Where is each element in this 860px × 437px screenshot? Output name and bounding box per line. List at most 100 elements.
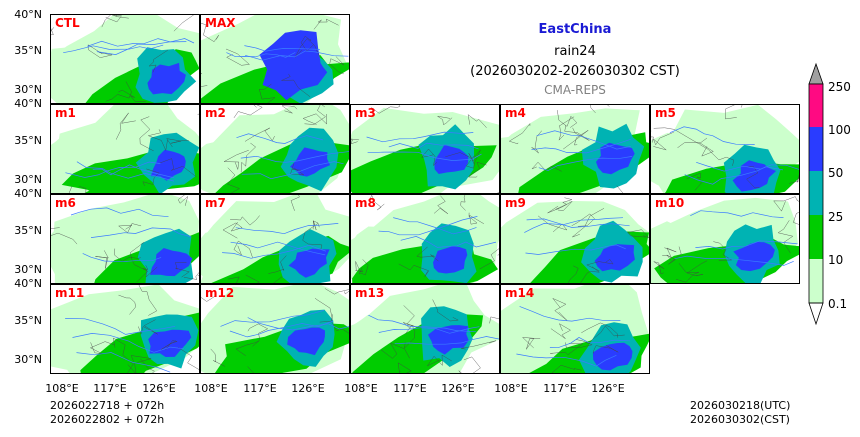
province-boundary	[324, 288, 349, 295]
rain-area	[259, 30, 322, 101]
province-boundary	[558, 116, 575, 141]
panel-label: m6	[55, 196, 76, 210]
panel-label: m13	[355, 286, 385, 300]
rain-area	[150, 248, 193, 277]
map-panel-m9: m9	[500, 194, 650, 284]
province-boundary	[468, 212, 485, 225]
river-line	[368, 314, 477, 333]
river-line	[244, 45, 320, 52]
province-boundary	[479, 248, 499, 270]
panel-label: m7	[205, 196, 226, 210]
province-boundary	[147, 129, 168, 151]
river-line	[235, 223, 339, 235]
province-boundary	[304, 105, 326, 125]
province-boundary	[114, 248, 141, 262]
province-boundary	[314, 298, 333, 323]
river-line	[526, 218, 630, 228]
precip-field	[51, 195, 199, 283]
province-boundary	[148, 49, 169, 73]
panel-label: m4	[505, 106, 526, 120]
panel-label: m10	[655, 196, 685, 210]
province-boundary	[522, 337, 541, 350]
province-boundary	[235, 340, 260, 356]
rain-area	[223, 346, 308, 373]
rain-area	[287, 327, 325, 356]
rain-area	[84, 174, 167, 193]
rain-area	[148, 329, 192, 357]
province-boundary	[571, 213, 595, 227]
province-boundary	[551, 364, 582, 373]
river-line	[536, 130, 631, 150]
province-boundary	[460, 195, 466, 211]
province-boundary	[557, 110, 578, 128]
river-line	[394, 336, 499, 345]
river-line	[70, 207, 169, 218]
map-panel-m4: m4	[500, 104, 650, 194]
river-line	[245, 50, 349, 61]
river-line	[538, 156, 633, 171]
province-boundary	[68, 186, 73, 193]
rain-area	[434, 145, 469, 174]
province-boundary	[142, 168, 160, 186]
province-boundary	[461, 340, 497, 350]
river-line	[690, 210, 784, 218]
valid-period: (2026030202-2026030302 CST)	[470, 64, 680, 79]
river-line	[87, 38, 187, 47]
panel-label: m5	[655, 106, 676, 120]
rain-area	[150, 149, 186, 181]
province-boundary	[178, 195, 189, 206]
river-line	[388, 142, 479, 150]
map-panel-m13: m13	[350, 284, 500, 374]
panel-label: m3	[355, 106, 376, 120]
river-line	[367, 151, 482, 161]
province-boundary	[223, 150, 249, 170]
province-boundary	[547, 201, 573, 214]
province-boundary	[351, 138, 360, 145]
map-panel-m2: m2	[200, 104, 350, 194]
province-boundary	[183, 272, 199, 280]
province-boundary	[127, 358, 155, 373]
province-boundary	[686, 260, 708, 277]
province-boundary	[458, 356, 481, 373]
valid-time-utc: 2026030218(UTC)	[690, 399, 791, 412]
province-boundary	[725, 105, 743, 120]
province-boundary	[51, 227, 78, 245]
rain-area	[288, 248, 330, 278]
province-boundary	[300, 35, 314, 52]
province-boundary	[290, 195, 300, 211]
river-line	[519, 306, 621, 322]
province-boundary	[118, 223, 142, 234]
province-boundary	[130, 242, 149, 283]
river-line	[72, 333, 184, 353]
province-boundary	[143, 265, 158, 278]
river-line	[549, 336, 631, 349]
colorbar-band-50-100	[809, 127, 823, 171]
map-panel-m10: m10	[650, 194, 800, 284]
lon-tick-126: 126°E	[291, 382, 325, 395]
river-line	[65, 318, 176, 335]
lat-tick-30: 30°N	[14, 173, 42, 186]
province-boundary	[313, 18, 339, 30]
precip-field	[201, 285, 349, 373]
lat-tick-30: 30°N	[14, 83, 42, 96]
river-line	[96, 38, 195, 55]
province-boundary	[421, 148, 438, 167]
colorbar-tick-25: 25	[828, 210, 844, 224]
province-boundary	[222, 221, 243, 239]
province-boundary	[465, 149, 481, 169]
lon-tick-108: 108°E	[494, 382, 528, 395]
province-boundary	[653, 261, 665, 275]
river-line	[76, 352, 171, 373]
river-line	[524, 217, 624, 233]
colorbar-extend-max	[808, 62, 824, 85]
precip-field	[201, 15, 349, 103]
province-boundary	[789, 174, 799, 184]
colorbar-band-100-250	[809, 84, 823, 127]
province-boundary	[130, 355, 152, 373]
precip-field	[351, 195, 499, 283]
province-boundary	[201, 73, 208, 87]
map-panel-m7: m7	[200, 194, 350, 284]
rain-area	[147, 62, 186, 95]
province-boundary	[580, 266, 600, 283]
init-time-cst: 2026022802 + 072h	[50, 413, 165, 426]
